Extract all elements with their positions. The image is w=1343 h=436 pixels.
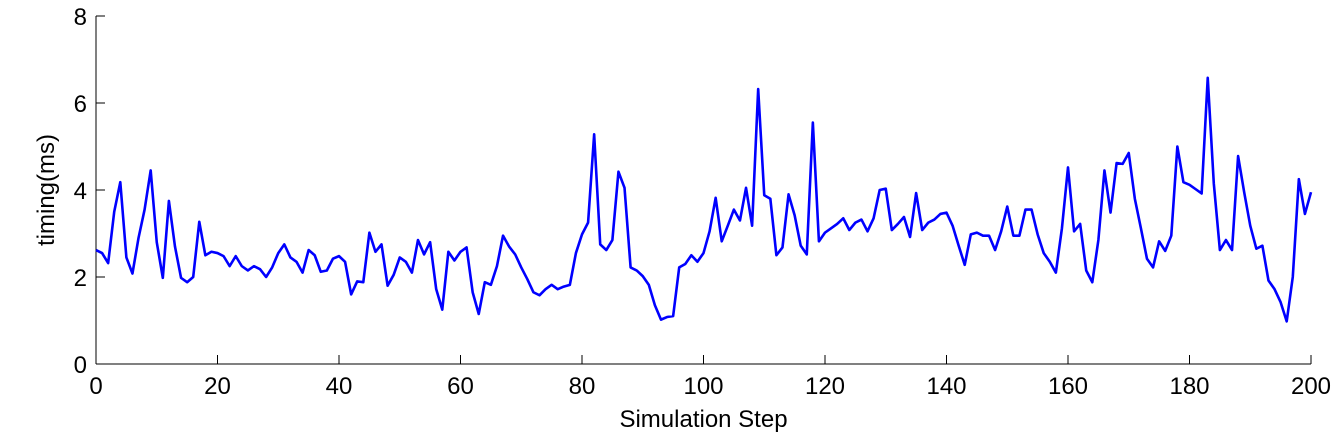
x-tick-label: 180 — [1169, 373, 1209, 400]
x-tick-label: 140 — [926, 373, 966, 400]
y-tick-label: 0 — [74, 352, 87, 379]
y-axis-label: timing(ms) — [33, 134, 60, 246]
x-tick-label: 40 — [326, 373, 353, 400]
timing-series-line — [95, 76, 1313, 323]
axis-ticks — [95, 15, 1312, 365]
y-tick-label: 4 — [74, 178, 87, 205]
y-tick-label: 2 — [74, 265, 87, 292]
y-tick-label: 6 — [74, 91, 87, 118]
x-tick-label: 80 — [569, 373, 596, 400]
x-tick-label: 160 — [1048, 373, 1088, 400]
x-tick-label: 120 — [805, 373, 845, 400]
x-tick-label: 20 — [204, 373, 231, 400]
y-tick-label: 8 — [74, 4, 87, 31]
x-tick-label: 200 — [1291, 373, 1331, 400]
axis-tick-labels: 0 20 40 60 80 100 120 140 160 180 200 0 2 4 6 8 — [74, 4, 1331, 400]
x-tick-label: 60 — [447, 373, 474, 400]
x-tick-label: 100 — [683, 373, 723, 400]
x-tick-label: 0 — [89, 373, 102, 400]
x-axis-label: Simulation Step — [619, 406, 787, 433]
